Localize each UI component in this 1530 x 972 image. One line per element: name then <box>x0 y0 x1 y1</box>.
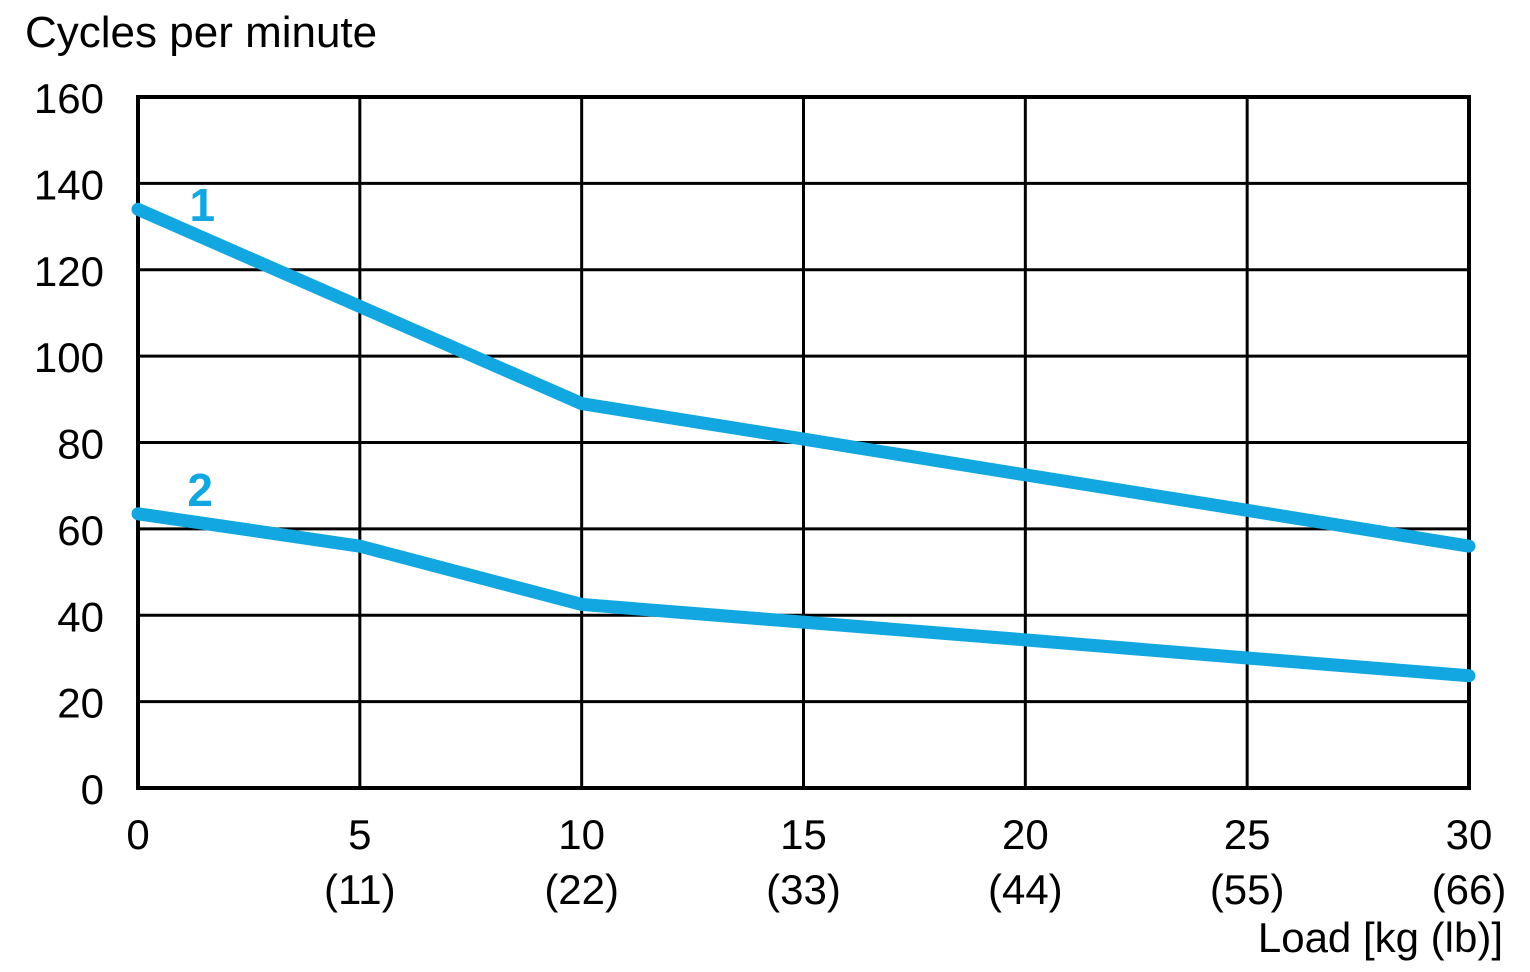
series-line-1 <box>131 202 1476 553</box>
x-tick-label: 20 <box>1002 811 1049 858</box>
x-tick-label: 5 <box>348 811 371 858</box>
series-line-2 <box>131 507 1476 683</box>
x-tick-label: 15 <box>780 811 827 858</box>
y-tick-label: 20 <box>57 680 104 727</box>
y-tick-label: 100 <box>34 334 104 381</box>
y-tick-label: 0 <box>81 766 104 813</box>
y-axis-title: Cycles per minute <box>25 8 378 57</box>
y-tick-label: 140 <box>34 161 104 208</box>
x-tick-sublabel: (66) <box>1432 866 1507 913</box>
y-tick-label: 40 <box>57 593 104 640</box>
x-tick-label: 25 <box>1224 811 1271 858</box>
y-tick-label: 80 <box>57 421 104 468</box>
series-label-1: 1 <box>190 179 216 231</box>
plot-border <box>136 95 1471 790</box>
y-tick-label: 120 <box>34 248 104 295</box>
x-tick-label: 10 <box>558 811 605 858</box>
y-tick-label: 60 <box>57 507 104 554</box>
x-tick-sublabel: (33) <box>766 866 841 913</box>
series-label-2: 2 <box>187 464 213 516</box>
x-tick-sublabel: (11) <box>324 866 396 913</box>
x-tick-sublabel: (22) <box>544 866 619 913</box>
x-tick-sublabel: (55) <box>1210 866 1285 913</box>
x-tick-label: 0 <box>126 811 149 858</box>
x-tick-label: 30 <box>1446 811 1493 858</box>
x-tick-sublabel: (44) <box>988 866 1063 913</box>
y-tick-label: 160 <box>34 75 104 122</box>
x-axis-title: Load [kg (lb)] <box>1257 914 1503 961</box>
